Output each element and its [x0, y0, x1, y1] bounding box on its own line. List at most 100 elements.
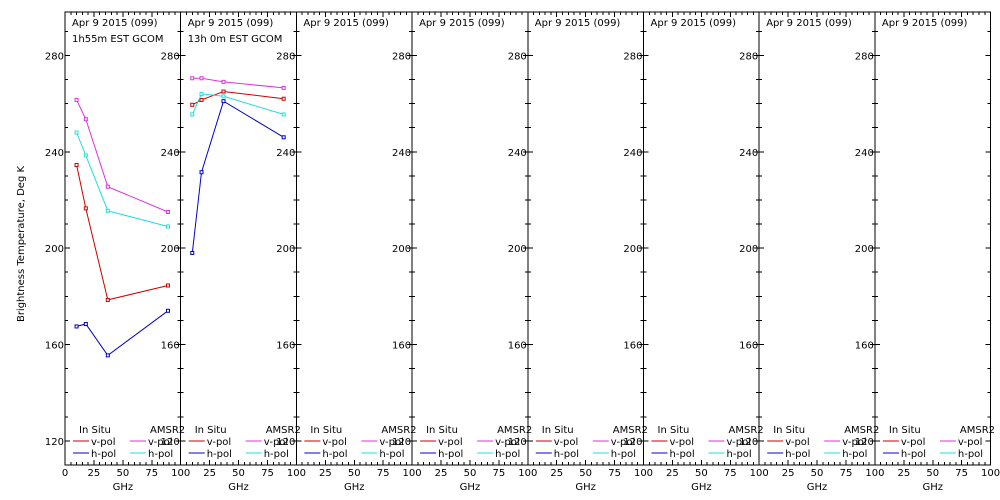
- y-tick-label: 240: [623, 148, 642, 159]
- x-tick-label: 50: [811, 468, 824, 479]
- y-tick-label: 240: [392, 148, 411, 159]
- y-tick-label: 120: [739, 437, 758, 448]
- x-tick-label: 100: [865, 468, 884, 479]
- panel-title: Apr 9 2015 (099): [303, 18, 389, 29]
- panel-title: Apr 9 2015 (099): [651, 18, 737, 29]
- y-tick-label: 240: [508, 148, 527, 159]
- panel-title: Apr 9 2015 (099): [535, 18, 621, 29]
- x-tick-label: 100: [981, 468, 1000, 479]
- panel-title: Apr 9 2015 (099): [882, 18, 968, 29]
- data-point: [105, 184, 110, 189]
- legend-label-amsr2-v: v-pol: [611, 437, 636, 448]
- legend-label-insitu-v: v-pol: [670, 437, 695, 448]
- x-tick-label: 50: [926, 468, 939, 479]
- legend-label-amsr2-h: h-pol: [379, 449, 404, 460]
- panel-subtitle: 1h55m EST GCOM: [72, 34, 164, 45]
- data-point: [221, 89, 226, 94]
- x-tick-label: 75: [261, 468, 274, 479]
- data-point: [74, 324, 79, 329]
- x-tick-label: 75: [493, 468, 506, 479]
- x-tick-label: 75: [377, 468, 390, 479]
- panel-subtitle: 13h 0m EST GCOM: [188, 34, 283, 45]
- y-tick-label: 160: [45, 341, 64, 352]
- series-line-insitu_h: [191, 100, 284, 254]
- legend-label-insitu-v: v-pol: [207, 437, 232, 448]
- x-tick-label: 25: [550, 468, 563, 479]
- y-tick-label: 120: [855, 437, 874, 448]
- x-tick-label: 50: [695, 468, 708, 479]
- x-tick-label: 100: [518, 468, 537, 479]
- y-tick-label: 200: [508, 244, 527, 255]
- data-point: [221, 94, 226, 99]
- legend-label-insitu-h: h-pol: [322, 449, 347, 460]
- x-tick-label: 50: [348, 468, 361, 479]
- legend-label-amsr2-h: h-pol: [842, 449, 867, 460]
- data-point: [83, 322, 88, 327]
- x-tick-label: 75: [840, 468, 853, 479]
- data-point: [281, 85, 286, 90]
- chart-panel-2: 120 160 200 240 280 25 50 75 100 Apr 9 2015 (099)…: [161, 11, 306, 493]
- legend-label-amsr2-v: v-pol: [842, 437, 867, 448]
- legend-label-amsr2-h: h-pol: [727, 449, 752, 460]
- x-axis-label: GHz: [460, 482, 481, 493]
- legend-title-insitu: In Situ: [658, 425, 690, 436]
- x-tick-label: 25: [897, 468, 910, 479]
- data-point: [190, 250, 195, 255]
- legend-label-amsr2-v: v-pol: [727, 437, 752, 448]
- legend-label-insitu-v: v-pol: [554, 437, 579, 448]
- y-tick-label: 200: [855, 244, 874, 255]
- series-line-amsr2_v: [192, 77, 284, 89]
- chart-panel-5: 120 160 200 240 280 25 50 75 100 Apr 9 2015 (099)…: [508, 11, 653, 493]
- legend-title-amsr2: AMSR2: [613, 425, 648, 436]
- legend-label-amsr2-v: v-pol: [495, 437, 520, 448]
- data-point: [221, 99, 226, 104]
- x-axis-label: GHz: [922, 482, 943, 493]
- x-tick-label: 100: [171, 468, 190, 479]
- legend-label-insitu-h: h-pol: [91, 449, 116, 460]
- y-tick-label: 280: [276, 51, 295, 62]
- legend-label-insitu-h: h-pol: [670, 449, 695, 460]
- legend-label-insitu-h: h-pol: [554, 449, 579, 460]
- x-tick-label: 50: [232, 468, 245, 479]
- legend-label-amsr2-h: h-pol: [611, 449, 636, 460]
- legend-label-amsr2-v: v-pol: [379, 437, 404, 448]
- x-tick-label: 75: [955, 468, 968, 479]
- legend-title-amsr2: AMSR2: [960, 425, 995, 436]
- x-tick-label: 25: [203, 468, 216, 479]
- y-tick-label: 160: [508, 341, 527, 352]
- series-line-insitu_v: [76, 164, 169, 301]
- x-tick-label: 25: [88, 468, 101, 479]
- data-point: [83, 206, 88, 211]
- data-point: [74, 97, 79, 102]
- data-point: [221, 79, 226, 84]
- y-tick-label: 120: [392, 437, 411, 448]
- y-tick-label: 240: [855, 148, 874, 159]
- x-tick-label: 0: [62, 468, 68, 479]
- series-line-insitu_v: [192, 90, 284, 106]
- panel-frame: [874, 11, 992, 466]
- data-point: [199, 170, 204, 175]
- panel-title: Apr 9 2015 (099): [72, 18, 158, 29]
- data-point: [281, 112, 286, 117]
- series-line-amsr2_h: [191, 93, 284, 115]
- panel-frame: [295, 11, 413, 466]
- data-point: [165, 224, 170, 229]
- y-tick-label: 240: [161, 148, 180, 159]
- legend-label-insitu-v: v-pol: [438, 437, 463, 448]
- x-tick-label: 100: [750, 468, 769, 479]
- y-tick-label: 240: [739, 148, 758, 159]
- x-tick-label: 100: [403, 468, 422, 479]
- legend-title-amsr2: AMSR2: [381, 425, 416, 436]
- legend-label-amsr2-h: h-pol: [264, 449, 289, 460]
- series-line-amsr2_v: [76, 99, 169, 213]
- legend-label-amsr2-v: v-pol: [148, 437, 173, 448]
- data-point: [105, 208, 110, 213]
- data-point: [190, 76, 195, 81]
- data-point: [105, 353, 110, 358]
- panel-frame: [180, 11, 297, 466]
- data-point: [165, 283, 170, 288]
- panel-frame: [758, 11, 876, 466]
- panel-title: Apr 9 2015 (099): [188, 18, 274, 29]
